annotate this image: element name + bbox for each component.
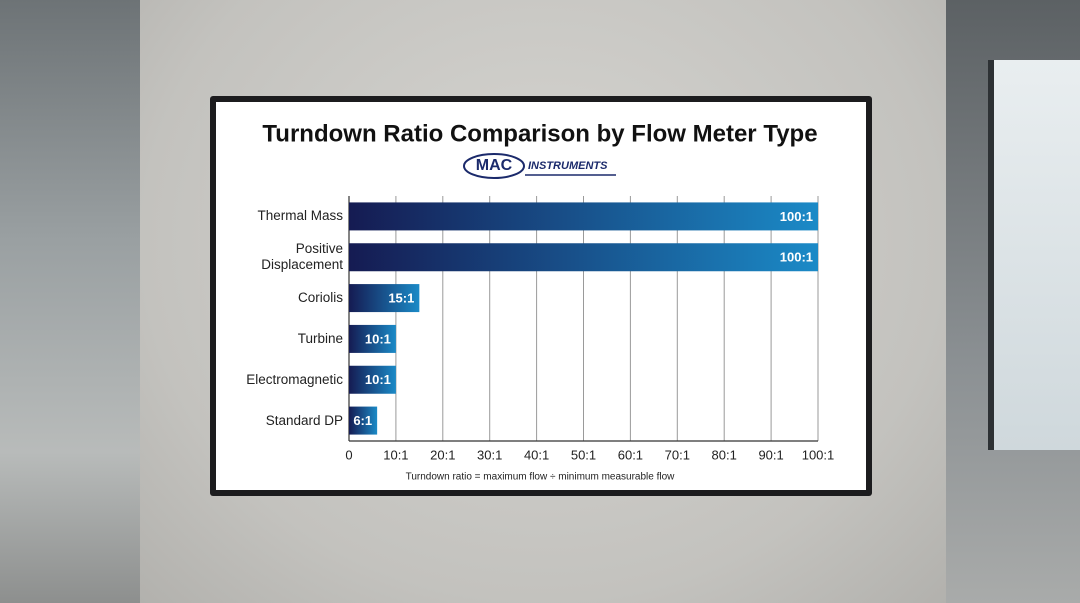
- x-tick-label: 90:1: [758, 447, 783, 462]
- chart-title: Turndown Ratio Comparison by Flow Meter …: [262, 120, 817, 147]
- bar: [349, 284, 420, 313]
- bar: [349, 365, 396, 394]
- logo-oval: [463, 153, 525, 179]
- x-tick-label: 70:1: [665, 447, 690, 462]
- data-label: 6:1: [353, 413, 372, 428]
- data-label: 15:1: [388, 291, 414, 306]
- data-label: 100:1: [780, 250, 813, 265]
- screen: [216, 102, 866, 490]
- background-window: [988, 60, 1080, 450]
- logo-mark: MAC: [476, 157, 513, 174]
- chart-note: Turndown ratio = maximum flow ÷ minimum …: [406, 472, 676, 483]
- x-tick-label: 100:1: [802, 447, 835, 462]
- y-tick-label: Thermal Mass: [257, 208, 343, 224]
- data-label: 10:1: [365, 372, 391, 387]
- x-tick-label: 0: [345, 447, 352, 462]
- bar: [349, 324, 396, 353]
- y-tick-label: Standard DP: [265, 412, 343, 428]
- x-tick-label: 40:1: [524, 447, 549, 462]
- y-tick-label: Electromagnetic: [246, 371, 343, 387]
- data-label: 10:1: [365, 331, 391, 346]
- bar: [349, 243, 818, 272]
- x-tick-label: 20:1: [430, 447, 455, 462]
- x-tick-label: 50:1: [571, 447, 596, 462]
- background-room: [0, 0, 140, 603]
- bar: [349, 406, 378, 435]
- x-tick-label: 30:1: [477, 447, 502, 462]
- x-tick-label: 80:1: [712, 447, 737, 462]
- y-tick-label: Positive Displacement: [261, 241, 343, 273]
- bar: [349, 202, 818, 231]
- x-tick-label: 60:1: [618, 447, 643, 462]
- x-tick-label: 10:1: [383, 447, 408, 462]
- y-tick-label: Coriolis: [297, 290, 343, 306]
- logo-text: INSTRUMENTS: [528, 160, 608, 172]
- y-tick-label: Turbine: [297, 330, 343, 346]
- data-label: 100:1: [780, 209, 813, 224]
